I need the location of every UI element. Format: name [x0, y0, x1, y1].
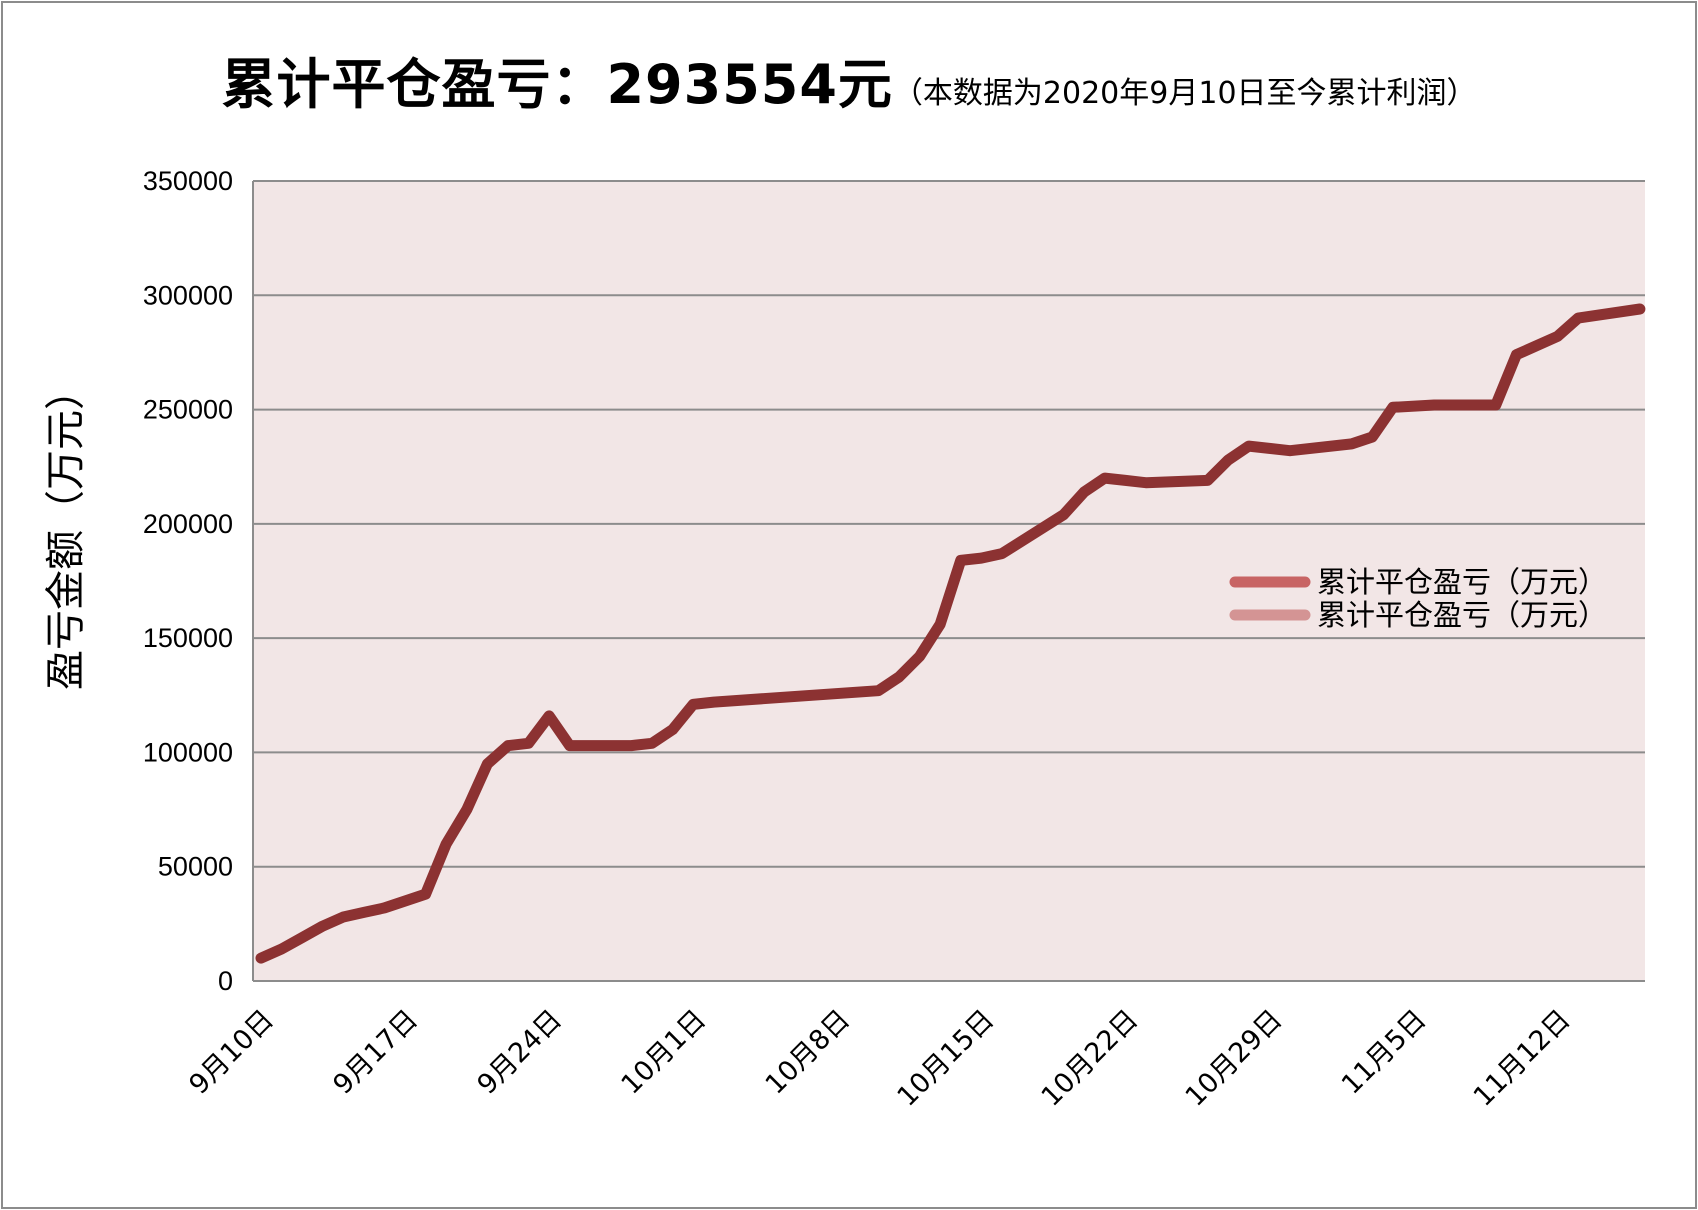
x-tick-label: 9月10日 — [183, 1004, 280, 1101]
y-tick-label: 300000 — [143, 280, 233, 310]
x-tick-label: 10月1日 — [616, 1004, 713, 1101]
y-tick-label: 100000 — [143, 737, 233, 767]
y-tick-label: 250000 — [143, 395, 233, 425]
y-tick-label: 50000 — [158, 852, 233, 882]
series-line — [255, 303, 1646, 964]
x-tick-label: 9月24日 — [472, 1004, 569, 1101]
y-tick-label: 350000 — [143, 166, 233, 196]
x-tick-label: 10月29日 — [1180, 1004, 1289, 1113]
y-tick-label: 200000 — [143, 509, 233, 539]
chart-title: 累计平仓盈亏：293554元（本数据为2020年9月10日至今累计利润） — [0, 40, 1698, 119]
legend-label: 累计平仓盈亏（万元） — [1317, 598, 1607, 632]
y-tick-label: 150000 — [143, 623, 233, 653]
x-tick-label: 11月5日 — [1336, 1004, 1433, 1101]
x-tick-label: 10月8日 — [760, 1004, 857, 1101]
chart-title-main: 累计平仓盈亏：293554元 — [221, 53, 893, 116]
x-tick-label: 9月17日 — [327, 1004, 424, 1101]
x-tick-label: 10月15日 — [892, 1004, 1001, 1113]
chart-subtitle: （本数据为2020年9月10日至今累计利润） — [892, 76, 1477, 111]
y-tick-label: 0 — [218, 966, 233, 996]
legend-label: 累计平仓盈亏（万元） — [1317, 565, 1607, 599]
x-tick-label: 11月12日 — [1468, 1004, 1577, 1113]
x-tick-label: 10月22日 — [1036, 1004, 1145, 1113]
